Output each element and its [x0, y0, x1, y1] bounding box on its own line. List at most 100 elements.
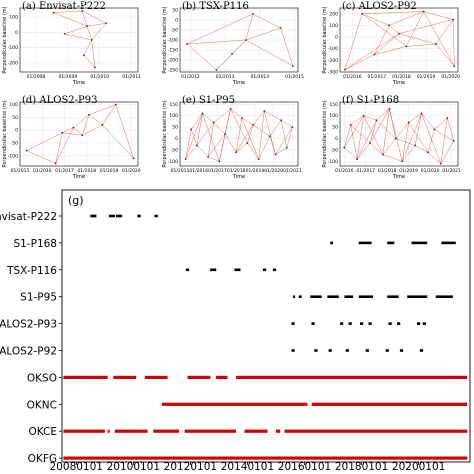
panel-a-edge: [82, 10, 107, 24]
timeline-segment: [358, 295, 373, 298]
panel-e-ytick-label: 150: [169, 102, 178, 108]
panel-a-edge: [83, 55, 96, 68]
timeline-segment: [63, 456, 468, 460]
panel-b-edge: [245, 13, 254, 41]
panel-e-title: (e) S1-P95: [182, 95, 235, 106]
panel-e-point: [235, 151, 238, 154]
panel-e-edge: [241, 117, 259, 160]
panel-e-edge: [207, 133, 226, 157]
panel-b-ytick-label: -200: [168, 58, 178, 64]
panel-f-xtick-label: 01/2016: [335, 168, 354, 174]
panel-f-edge: [447, 117, 454, 141]
timeline-xtick-label: 20080101: [50, 461, 103, 473]
timeline-acquisition: [314, 349, 318, 352]
timeline-row-label: OKNC: [27, 399, 57, 411]
panel-b-edge: [252, 13, 281, 29]
panel-f-xtick-label: 01/2019: [399, 168, 418, 174]
panel-f-edge: [408, 122, 429, 153]
panel-e-point: [218, 160, 221, 163]
panel-d-point: [72, 126, 75, 129]
panel-f-edge: [369, 120, 377, 144]
panel-c-edge: [406, 43, 436, 47]
timeline-row-label: ALOS2-P93: [0, 319, 57, 331]
panel-d-edge: [55, 132, 63, 164]
timeline-acquisition: [116, 214, 120, 218]
panel-b-xtick-label: 01/2012: [181, 74, 200, 80]
panel-c-xtick-label: 01/2018: [392, 74, 411, 80]
timeline-acquisition: [213, 268, 217, 272]
panel-c-edge: [398, 19, 454, 34]
panel-a-point: [52, 11, 55, 14]
panel-c-point: [398, 32, 400, 35]
panel-f-edge: [363, 115, 384, 155]
panel-c-edge: [435, 19, 454, 45]
panel-f-xtick-label: 01/2020: [421, 168, 440, 174]
panel-f-title: (f) S1-P168: [342, 95, 399, 106]
panel-b-point: [251, 13, 254, 15]
panel-f-xtick-label: 01/2017: [356, 168, 375, 174]
timeline-segment: [387, 241, 395, 245]
timeline-acquisition: [90, 214, 94, 218]
panel-e-ylabel: Perpendicular baseline (m): [162, 100, 168, 167]
panel-c-edge: [344, 33, 400, 70]
panel-e-edge: [230, 108, 242, 119]
panel-d-title: (d) ALOS2-P93: [22, 95, 98, 106]
panel-f-edge: [344, 115, 364, 148]
panel-e-edge: [275, 147, 287, 155]
panel-f-edge: [421, 113, 442, 164]
panel-e-edge: [185, 145, 198, 160]
panel-d-edge: [62, 132, 83, 136]
panel-c-edge: [344, 54, 375, 70]
panel-c-point: [434, 43, 437, 45]
panel-b-ytick-label: 50: [172, 8, 178, 14]
timeline-acquisition: [137, 214, 141, 218]
panel-c-edge: [344, 13, 363, 70]
panel-c-ytick-label: 200: [329, 11, 338, 17]
panel-a-title: (a) Envisat-P222: [22, 1, 106, 12]
timeline-segment: [63, 429, 105, 433]
panel-f-edge: [414, 145, 429, 153]
timeline-segment: [113, 375, 137, 379]
panel-d-xtick-label: 01/2015: [11, 168, 30, 174]
panel-f-ytick-label: 150: [329, 102, 338, 108]
panel-e-point: [252, 123, 254, 126]
panel-e-edge: [247, 143, 259, 160]
panel-f-frame: [339, 101, 459, 167]
panel-e-edge: [185, 129, 192, 160]
timeline-segment: [298, 295, 302, 298]
timeline-segment: [344, 295, 354, 298]
timeline-acquisition: [291, 349, 295, 352]
timeline-xtick-label: 20140101: [221, 461, 274, 473]
timeline-acquisition: [417, 322, 421, 325]
panel-b-xlabel: Time: [232, 80, 245, 86]
timeline-xtick-label: 20120101: [164, 461, 217, 473]
panel-e-point: [274, 153, 277, 156]
panel-d-edge: [82, 124, 103, 136]
panel-d-edge: [102, 104, 116, 126]
panel-b-edge: [186, 39, 246, 45]
panel-d-ytick-label: 50: [12, 115, 18, 121]
panel-c: 01/2016 01/2017 01/2018 01/2019 01/2020 -300 -…: [322, 1, 460, 86]
timeline-acquisition: [422, 322, 426, 325]
panel-a-edge: [86, 23, 107, 27]
panel-e-edge: [196, 113, 203, 146]
panel-e-edge: [235, 124, 254, 153]
panel-e-edge: [196, 122, 214, 146]
panel-e-point: [263, 110, 266, 113]
timeline-row-label: OKFG: [28, 453, 57, 465]
timeline-segment: [330, 241, 334, 245]
panel-c-title: (c) ALOS2-P92: [342, 1, 417, 12]
panel-c-edge: [374, 46, 407, 55]
panel-e-edge: [264, 111, 276, 155]
panel-d-xtick-label: 01/2017: [55, 168, 74, 174]
timeline-acquisition: [154, 214, 158, 218]
timeline-row-label: OKSO: [27, 372, 57, 384]
panel-f-edge: [395, 138, 416, 146]
panel-f-point: [349, 123, 352, 126]
panel-d-edge: [26, 150, 56, 164]
panel-b-title: (b) TSX-P116: [182, 1, 249, 12]
panel-e-xtick-label: 01/2016: [189, 168, 208, 174]
panel-e-edge: [191, 113, 203, 130]
panel-f-edge: [356, 115, 364, 160]
